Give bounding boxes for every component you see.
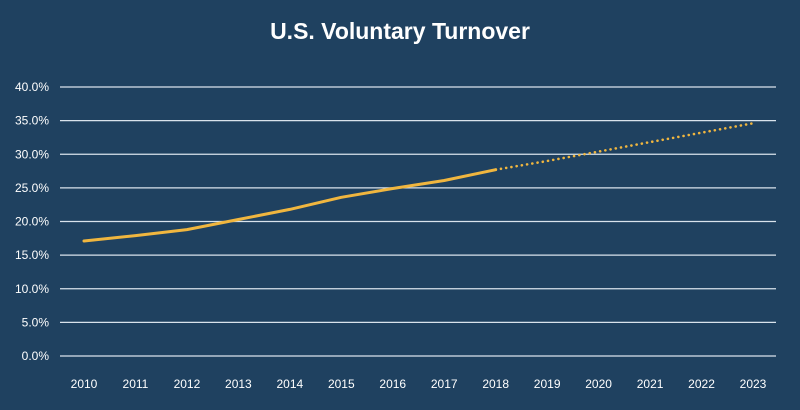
x-tick-label: 2019: [534, 377, 561, 391]
y-tick-label: 5.0%: [22, 315, 50, 329]
y-tick-label: 35.0%: [15, 114, 49, 128]
actual-series-line: [82, 168, 498, 243]
y-tick-label: 15.0%: [15, 248, 49, 262]
x-tick-label: 2017: [431, 377, 458, 391]
x-tick-label: 2023: [740, 377, 767, 391]
x-tick-label: 2022: [688, 377, 715, 391]
projected-series-line: [494, 122, 755, 171]
y-tick-label: 40.0%: [15, 80, 49, 94]
x-tick-label: 2015: [328, 377, 355, 391]
x-tick-label: 2020: [585, 377, 612, 391]
x-tick-label: 2018: [482, 377, 509, 391]
chart-title: U.S. Voluntary Turnover: [270, 18, 530, 44]
y-tick-label: 30.0%: [15, 147, 49, 161]
x-tick-label: 2016: [379, 377, 406, 391]
x-tick-label: 2014: [276, 377, 303, 391]
x-tick-label: 2013: [225, 377, 252, 391]
y-tick-label: 20.0%: [15, 215, 49, 229]
x-tick-label: 2010: [71, 377, 98, 391]
y-tick-label: 25.0%: [15, 181, 49, 195]
x-tick-label: 2021: [637, 377, 664, 391]
y-tick-label: 0.0%: [22, 349, 50, 363]
x-tick-label: 2012: [174, 377, 201, 391]
y-tick-label: 10.0%: [15, 282, 49, 296]
x-tick-label: 2011: [123, 377, 149, 391]
